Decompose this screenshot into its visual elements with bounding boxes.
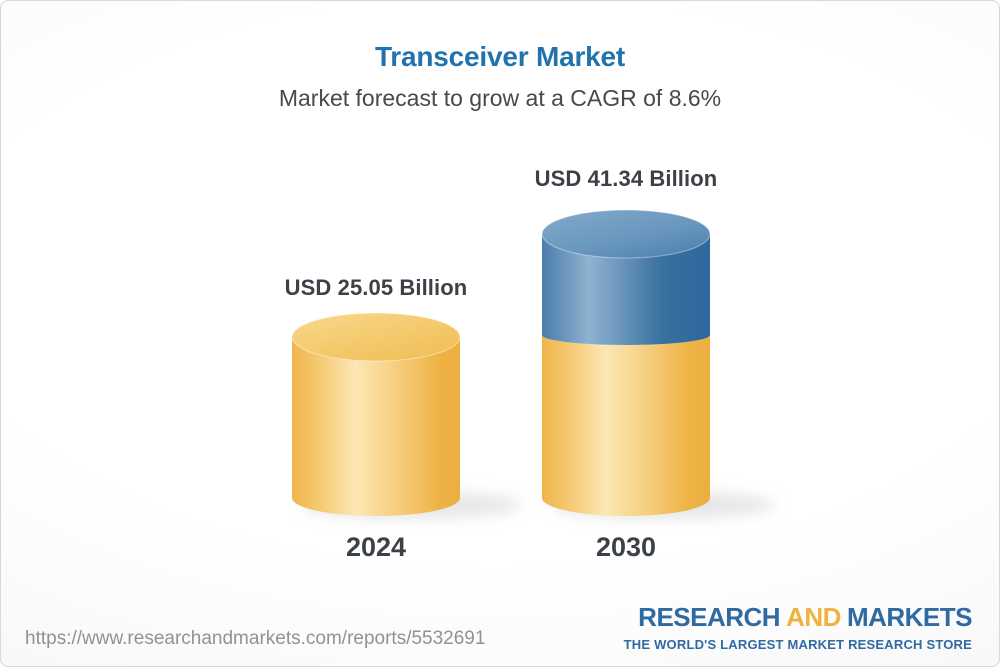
research-and-markets-logo: RESEARCH AND MARKETS THE WORLD'S LARGEST M… [623, 602, 973, 652]
bar-2030-growth-segment [542, 234, 710, 345]
logo-word-markets: MARKETS [846, 602, 973, 632]
report-url: https://www.researchandmarkets.com/repor… [25, 628, 486, 649]
value-label-2024: USD 25.05 Billion [284, 275, 468, 300]
bar-2024 [291, 312, 461, 516]
logo-wordmark: RESEARCH AND MARKETS [624, 602, 972, 633]
bar-2030-base-segment [542, 335, 710, 516]
logo-word-and: AND [786, 602, 841, 632]
page-title: Transceiver Market [374, 41, 626, 72]
logo-word-research: RESEARCH [638, 602, 781, 632]
page-subtitle: Market forecast to grow at a CAGR of 8.6… [278, 85, 722, 111]
bar-2030 [541, 209, 711, 516]
value-label-2030: USD 41.34 Billion [534, 166, 718, 191]
category-label-2024: 2024 [345, 532, 407, 562]
logo-tagline: THE WORLD'S LARGEST MARKET RESEARCH STOR… [623, 637, 972, 652]
category-label-2030: 2030 [595, 532, 657, 562]
